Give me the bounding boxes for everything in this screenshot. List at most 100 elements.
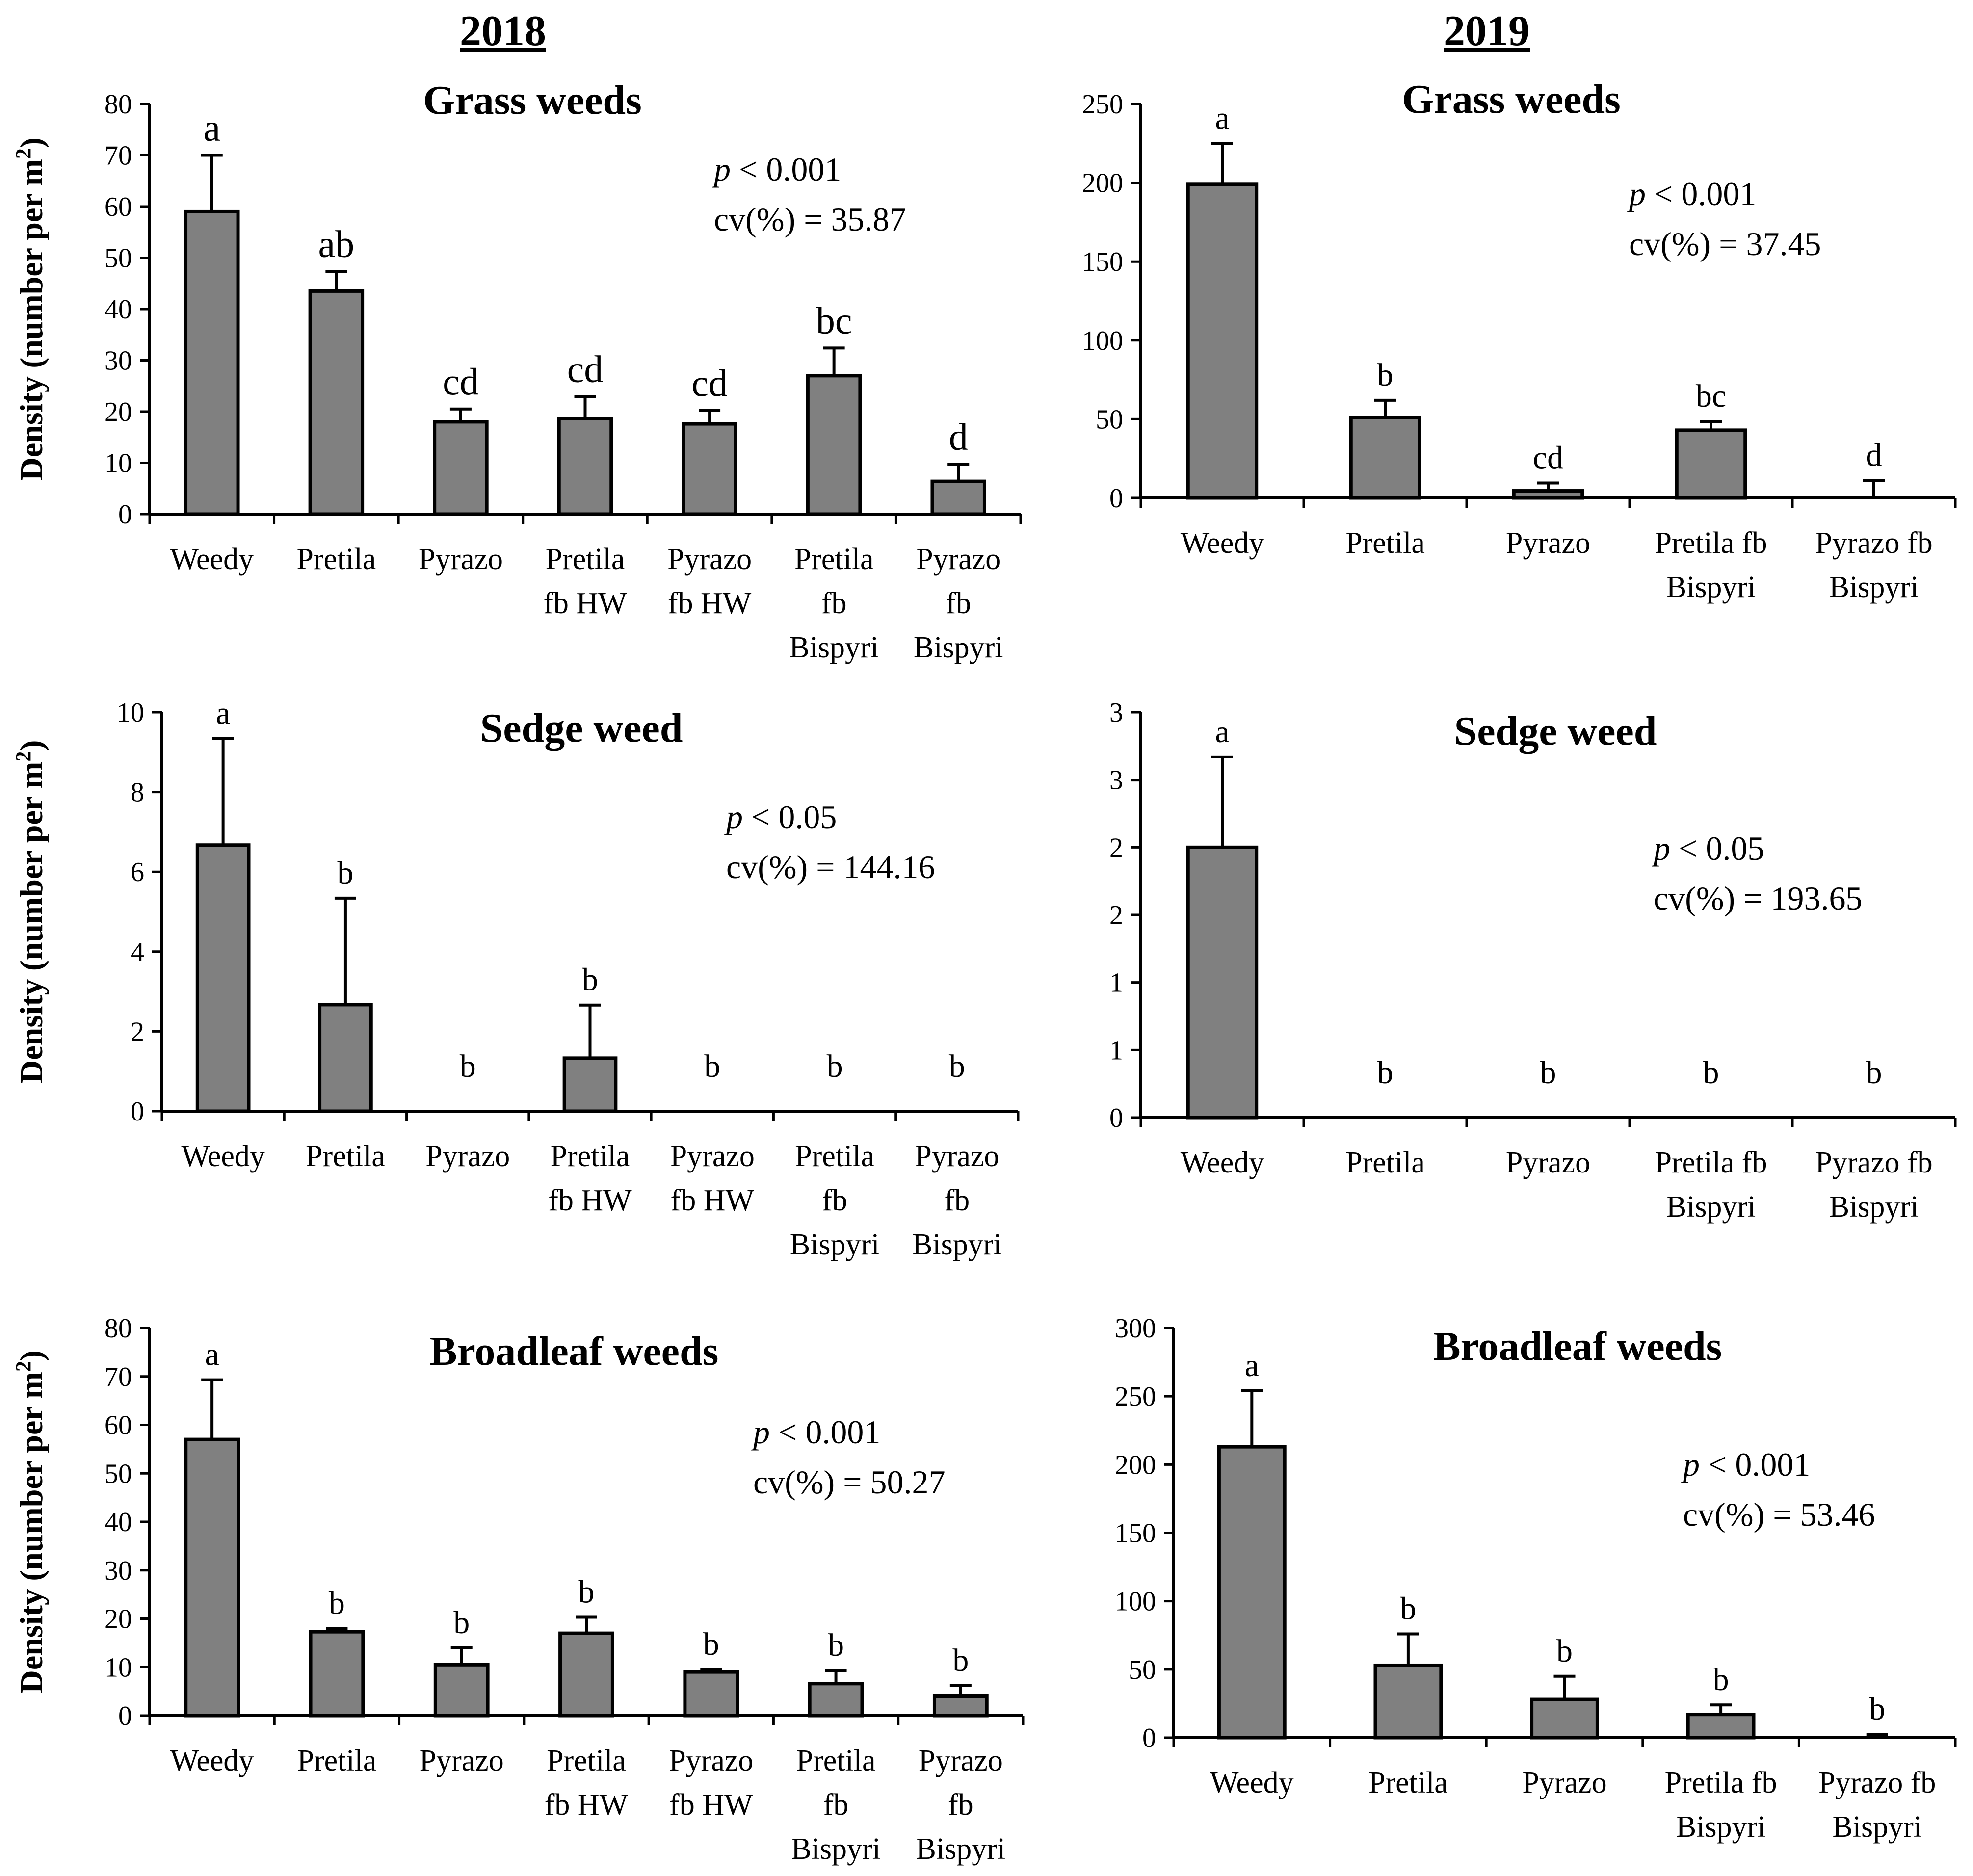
- x-category-label: Bispyri: [1676, 1810, 1766, 1844]
- year-heading-2019: 2019: [1444, 7, 1530, 55]
- y-tick-label: 10: [105, 448, 132, 479]
- chart-title: Broadleaf weeds: [430, 1329, 719, 1374]
- significance-letter: cd: [1533, 440, 1563, 475]
- x-category-label: fb: [945, 1184, 970, 1217]
- x-category-label: Pretila: [1345, 1146, 1425, 1179]
- significance-letter: b: [453, 1605, 470, 1641]
- bar: [1686, 1713, 1756, 1740]
- y-axis-label: Density (number per m2): [11, 740, 50, 1084]
- x-category-label: Pyrazo: [916, 543, 1000, 576]
- x-category-label: Bispyri: [1832, 1810, 1922, 1844]
- bar: [433, 420, 489, 516]
- y-tick-label: 1: [1109, 1035, 1123, 1066]
- x-category-label: Pyrazo: [419, 543, 503, 576]
- bar: [806, 374, 862, 516]
- bar: [309, 1630, 365, 1718]
- y-tick-label: 1: [1109, 968, 1123, 998]
- y-tick-label: 100: [1082, 326, 1123, 356]
- significance-letter: b: [1556, 1633, 1573, 1669]
- y-tick-label: 60: [105, 1410, 132, 1441]
- y-axis-label: Density (number per m2): [11, 137, 50, 481]
- chart-title: Sedge weed: [1454, 708, 1657, 754]
- bar: [184, 209, 240, 516]
- x-category-label: fb: [822, 1184, 847, 1217]
- y-tick-label: 4: [131, 937, 144, 967]
- x-category-label: Bispyri: [916, 1832, 1006, 1866]
- cv-text: cv(%) = 35.87: [714, 201, 906, 238]
- x-category-label: Pretila: [1345, 526, 1425, 560]
- bar: [932, 1694, 989, 1718]
- y-tick-label: 3: [1109, 698, 1123, 728]
- chart-panel-2019-grass-weeds: 0 50 100 150 200 250 Weedy Pretila Pyrazo Pretila…: [1082, 77, 1957, 604]
- year-heading-2018: 2018: [460, 7, 546, 55]
- x-category-label: Weedy: [1210, 1766, 1294, 1799]
- x-category-label: Pyrazo: [670, 1140, 755, 1173]
- significance-letter: cd: [567, 348, 604, 391]
- x-category-label: fb HW: [671, 1184, 755, 1217]
- significance-letter: d: [1866, 438, 1882, 473]
- bar: [1373, 1663, 1443, 1740]
- y-tick-label: 80: [105, 89, 132, 120]
- x-category-label: Bispyri: [1666, 571, 1756, 604]
- chart-title: Grass weeds: [423, 78, 642, 123]
- significance-letter: b: [329, 1585, 345, 1621]
- y-tick-label: 80: [105, 1313, 132, 1344]
- significance-letter: b: [704, 1048, 720, 1084]
- significance-letter: b: [1869, 1691, 1885, 1727]
- x-category-label: Weedy: [170, 543, 254, 576]
- bar: [1186, 182, 1259, 500]
- significance-letter: bc: [1696, 378, 1726, 414]
- y-tick-label: 200: [1115, 1450, 1156, 1480]
- x-category-label: fb HW: [548, 1184, 632, 1217]
- y-tick-label: 40: [105, 1507, 132, 1537]
- significance-letter: b: [1540, 1055, 1556, 1091]
- significance-letter: cd: [443, 360, 479, 403]
- x-category-label: Pretila fb: [1655, 526, 1767, 560]
- bar: [558, 1631, 614, 1718]
- significance-letter: d: [949, 416, 968, 458]
- significance-letter: b: [827, 1048, 843, 1084]
- y-tick-label: 20: [105, 1604, 132, 1635]
- x-category-label: Pyrazo: [425, 1140, 510, 1173]
- significance-letter: b: [1866, 1055, 1882, 1091]
- x-category-label: Weedy: [1181, 526, 1264, 560]
- y-tick-label: 8: [131, 778, 144, 808]
- p-value-text: p < 0.05: [724, 798, 837, 835]
- bar: [808, 1682, 864, 1718]
- cv-text: cv(%) = 144.16: [726, 848, 935, 886]
- y-tick-label: 30: [105, 346, 132, 376]
- x-category-label: Pyrazo: [1522, 1766, 1606, 1799]
- bar: [1217, 1445, 1287, 1740]
- x-category-label: Pyrazo: [420, 1744, 504, 1777]
- y-tick-label: 0: [1109, 483, 1123, 514]
- y-tick-label: 40: [105, 294, 132, 325]
- y-tick-label: 2: [131, 1016, 144, 1047]
- significance-letter: b: [1377, 1055, 1394, 1091]
- x-category-label: fb HW: [669, 1788, 753, 1822]
- cv-text: cv(%) = 193.65: [1654, 880, 1862, 917]
- x-category-label: Pretila: [306, 1140, 385, 1173]
- x-category-label: Pretila: [1368, 1766, 1448, 1799]
- bar: [1675, 428, 1747, 500]
- p-value-text: p < 0.05: [1652, 830, 1764, 867]
- bar: [1512, 489, 1584, 500]
- x-category-label: Pretila: [546, 543, 625, 576]
- y-tick-label: 50: [105, 1459, 132, 1489]
- x-category-label: Pretila: [796, 1744, 876, 1777]
- chart-title: Broadleaf weeds: [1433, 1324, 1722, 1369]
- p-value-text: p < 0.001: [1681, 1446, 1810, 1483]
- x-category-label: Pyrazo fb: [1815, 526, 1932, 560]
- significance-letter: b: [1713, 1662, 1729, 1697]
- y-tick-label: 0: [1109, 1103, 1123, 1133]
- significance-letter: a: [1215, 714, 1229, 750]
- chart-panel-2018-sedge-weed: 0 2 4 6 8 10 Weedy Pretila Pyrazo Pretila fb HW Pyr…: [11, 696, 1020, 1261]
- x-category-label: Pyrazo: [669, 1744, 753, 1777]
- x-category-label: Bispyri: [789, 631, 879, 664]
- bar: [682, 422, 737, 516]
- x-category-label: Bispyri: [790, 1228, 880, 1261]
- significance-letter: b: [949, 1048, 965, 1084]
- p-value-text: p < 0.001: [751, 1413, 880, 1451]
- bar: [1186, 845, 1259, 1120]
- y-tick-label: 150: [1115, 1518, 1156, 1549]
